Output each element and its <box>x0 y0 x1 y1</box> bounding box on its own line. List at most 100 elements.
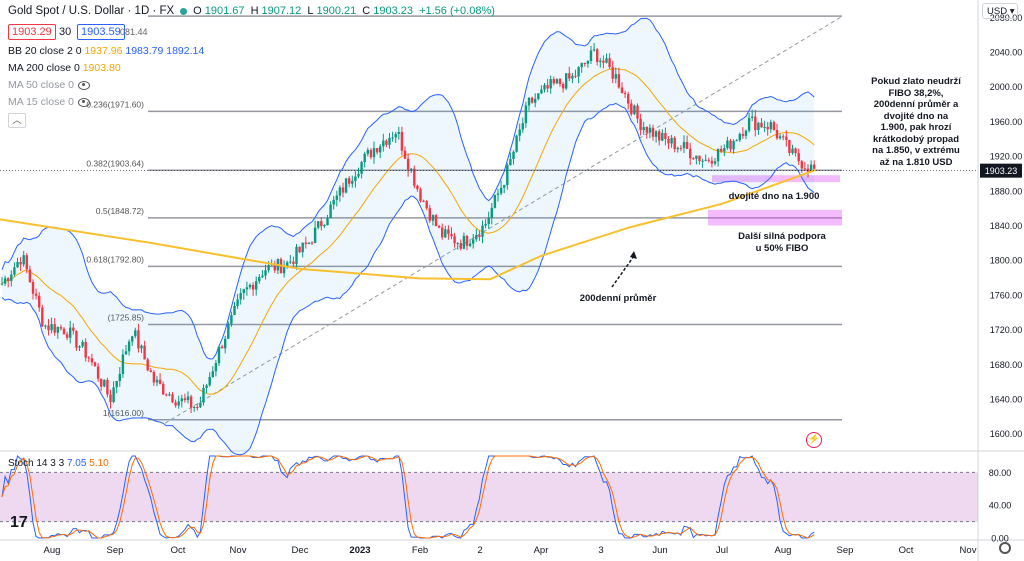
candle-body <box>233 305 236 316</box>
candle-body <box>747 117 751 131</box>
candle-body <box>806 168 810 172</box>
candle-body <box>168 394 171 396</box>
ma200-indicator-legend[interactable]: MA 200 close 0 1903.80 <box>8 62 121 74</box>
candle-body <box>44 325 47 327</box>
candle-body <box>310 242 314 244</box>
symbol-title[interactable]: Gold Spot / U.S. Dollar · 1D · FX <box>8 5 175 17</box>
candle-body <box>127 341 131 352</box>
stoch-tick-label: 80.00 <box>989 468 1012 478</box>
candle-body <box>599 60 602 62</box>
candle-body <box>782 136 785 138</box>
candle-body <box>453 236 456 244</box>
candle-body <box>465 235 469 246</box>
ma200-line <box>0 169 816 281</box>
candle-body <box>664 132 667 140</box>
hidden-eye-icon[interactable] <box>77 80 90 90</box>
candle-body <box>103 379 106 387</box>
candle-body <box>754 116 757 131</box>
candle-body <box>512 151 515 160</box>
time-tick-label: Sep <box>107 545 124 556</box>
time-tick-label: Oct <box>171 545 186 556</box>
buy-price-button[interactable]: 1903.59 <box>77 24 125 40</box>
candle-body <box>589 50 593 61</box>
ma15-indicator-legend[interactable]: MA 15 close 0 <box>8 96 90 108</box>
double-bottom-zone <box>712 175 840 183</box>
ma50-indicator-legend[interactable]: MA 50 close 0 <box>8 79 90 91</box>
candle-body <box>109 394 112 402</box>
candle-body <box>506 165 509 186</box>
candle-body <box>692 158 695 160</box>
candle-body <box>180 398 183 402</box>
candle-body <box>540 89 543 94</box>
hidden-eye-icon[interactable] <box>77 97 90 107</box>
stoch-tick-label: 0.00 <box>991 534 1009 544</box>
candle-body <box>627 94 630 104</box>
candle-body <box>236 299 239 306</box>
gear-icon[interactable] <box>999 542 1011 554</box>
candle-body <box>766 126 769 130</box>
hidden-label: 081.44 <box>120 27 148 37</box>
candle-body <box>186 396 190 401</box>
price-tick-label: 1840.00 <box>990 221 1023 231</box>
candle-body <box>22 255 25 265</box>
candle-body <box>245 287 249 290</box>
candle-body <box>475 235 478 240</box>
price-tick-label: 2000.00 <box>990 82 1023 92</box>
fib-level-label: 0.236(1971.60) <box>86 99 144 109</box>
candle-body <box>803 168 807 170</box>
candle-body <box>134 330 137 337</box>
candle-body <box>115 380 118 388</box>
candle-body <box>472 239 475 244</box>
fib-level-label: 0.618(1792.80) <box>86 254 144 264</box>
candle-body <box>286 262 289 268</box>
candle-body <box>673 137 676 150</box>
sell-price-button[interactable]: 1903.29 <box>8 24 56 40</box>
candle-body <box>695 155 698 159</box>
candle-body <box>549 79 552 89</box>
candle-body <box>481 225 484 237</box>
candle-body <box>800 161 803 169</box>
candle-body <box>360 162 363 174</box>
candle-body <box>47 325 50 331</box>
candle-body <box>437 225 441 228</box>
candle-body <box>357 173 360 177</box>
tradingview-logo[interactable]: 17 <box>10 514 28 531</box>
bollinger-lower-line <box>1 102 815 456</box>
currency-dropdown[interactable]: USD ▾ <box>982 3 1018 19</box>
candle-body <box>255 281 258 290</box>
candle-body <box>527 97 531 106</box>
candle-body <box>193 407 196 409</box>
fib-level-label: (1725.85) <box>108 313 145 323</box>
price-tick-label: 1720.00 <box>990 325 1023 335</box>
candle-body <box>78 346 81 348</box>
bolt-icon[interactable]: ⚡ <box>806 432 822 448</box>
candle-body <box>183 398 187 401</box>
candle-body <box>124 351 128 355</box>
stoch-tick-label: 40.00 <box>989 501 1012 511</box>
candle-body <box>282 267 286 274</box>
bb-indicator-legend[interactable]: BB 20 close 2 0 1937.96 1983.79 1892.14 <box>8 45 205 57</box>
price-tick-label: 1880.00 <box>990 186 1023 196</box>
candle-body <box>738 133 741 141</box>
time-tick-label: 2023 <box>349 545 370 556</box>
candle-body <box>100 378 103 387</box>
stoch-legend[interactable]: Stoch 14 3 3 7.05 5.10 <box>8 458 109 469</box>
candle-body <box>648 127 652 133</box>
candle-body <box>462 235 466 249</box>
candle-body <box>732 141 735 150</box>
candle-body <box>87 357 90 359</box>
ma200-note: 200denní průměr <box>579 293 657 304</box>
candle-body <box>735 140 738 142</box>
candle-body <box>726 140 729 149</box>
candle-body <box>574 75 577 77</box>
candle-body <box>329 204 332 219</box>
candle-body <box>162 383 165 395</box>
candle-body <box>131 336 134 342</box>
candle-body <box>199 402 202 408</box>
candle-body <box>565 73 568 89</box>
candle-body <box>205 385 208 388</box>
candle-body <box>778 136 782 139</box>
candle-body <box>53 324 56 333</box>
collapse-legend-chevron-icon[interactable]: ︿ <box>8 113 26 128</box>
